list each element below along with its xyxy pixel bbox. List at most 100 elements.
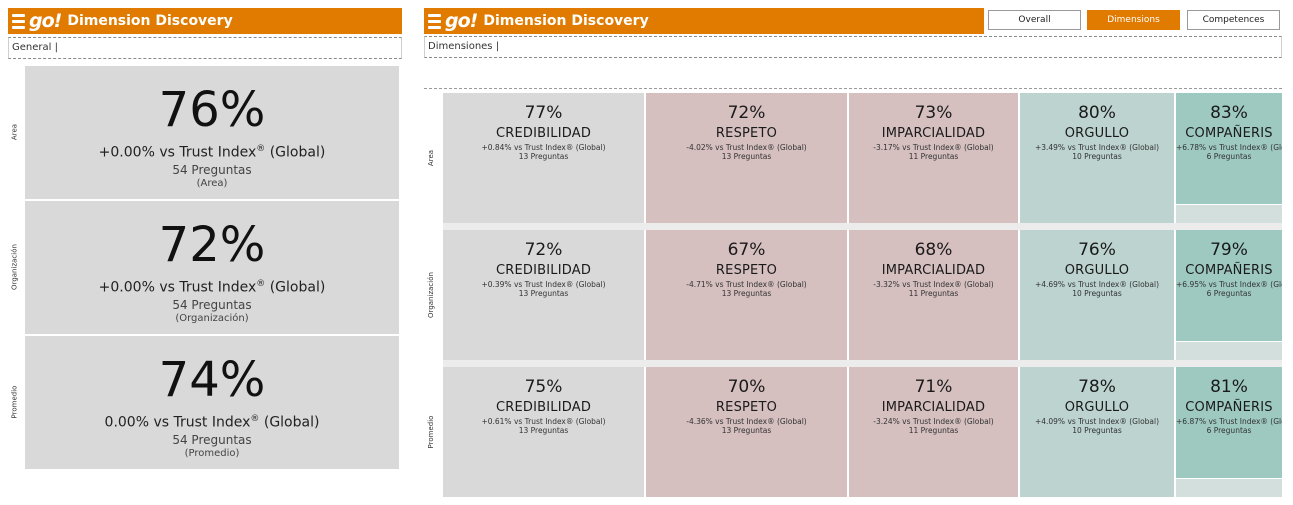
dimension-cell-companerismo[interactable]: 81% COMPAÑERIS +6.87% vs Trust Index® (G… [1176,367,1282,478]
dimension-percent: 78% [1078,377,1116,397]
dimension-percent: 76% [1078,240,1116,260]
dimension-vs: -4.71% vs Trust Index® (Global) [686,279,807,289]
dimension-vs: +3.49% vs Trust Index® (Global) [1034,142,1160,152]
dimension-percent: 75% [524,377,563,397]
dimension-questions: 13 Preguntas [721,425,772,435]
dimension-vs: +6.95% vs Trust Index® (Global) [1176,279,1282,289]
dimension-percent: 80% [1078,103,1116,123]
dimension-cell-orgullo[interactable]: 78% ORGULLO +4.09% vs Trust Index® (Glob… [1020,367,1174,497]
general-card-area[interactable]: 76% +0.00% vs Trust Index® (Global) 54 P… [25,66,399,199]
tab-competences[interactable]: Competences [1187,10,1280,30]
dimension-name: RESPETO [715,262,778,278]
general-vs-trust-index: +0.00% vs Trust Index® (Global) [98,144,326,161]
dimension-questions: 13 Preguntas [721,288,772,298]
companerismo-remainder [1176,205,1282,223]
dimension-cell-imparcialidad[interactable]: 73% IMPARCIALIDAD -3.17% vs Trust Index®… [849,93,1018,223]
tab-overall-label: Overall [1018,15,1051,25]
dimension-percent: 79% [1210,240,1248,260]
dimension-cell-credibilidad[interactable]: 77% CREDIBILIDAD +0.84% vs Trust Index® … [443,93,644,223]
dimension-questions: 10 Preguntas [1072,288,1122,298]
right-row-label-org-wrap: Organización [422,230,440,360]
dimension-name: ORGULLO [1064,399,1130,415]
dimensiones-filter-label: Dimensiones | [428,41,500,52]
page-title: Dimension Discovery [67,13,233,29]
tab-dimensions[interactable]: Dimensions [1087,10,1180,30]
dimension-name: CREDIBILIDAD [495,262,592,278]
dimension-questions: 11 Preguntas [908,288,959,298]
dimension-percent: 70% [727,377,766,397]
dimension-vs: +6.78% vs Trust Index® (Global) [1176,142,1282,152]
general-questions: 54 Preguntas [172,162,252,177]
dimension-vs: -4.02% vs Trust Index® (Global) [686,142,807,152]
general-filter[interactable]: General | [8,37,402,59]
dimensiones-filter[interactable]: Dimensiones | [424,36,1282,58]
tab-competences-label: Competences [1202,15,1265,25]
right-row-label: Area [427,149,435,167]
dimension-percent: 72% [524,240,563,260]
dimension-cell-respeto[interactable]: 67% RESPETO -4.71% vs Trust Index® (Glob… [646,230,847,360]
general-vs-trust-index: 0.00% vs Trust Index® (Global) [104,414,320,431]
dimension-cell-respeto[interactable]: 70% RESPETO -4.36% vs Trust Index® (Glob… [646,367,847,497]
dimension-cell-orgullo[interactable]: 76% ORGULLO +4.69% vs Trust Index® (Glob… [1020,230,1174,360]
dimension-questions: 11 Preguntas [908,151,959,161]
dimension-cell-credibilidad[interactable]: 75% CREDIBILIDAD +0.61% vs Trust Index® … [443,367,644,497]
row-separator [443,223,1282,230]
dimension-name: COMPAÑERIS [1185,125,1273,141]
right-header-bar: go! Dimension Discovery [424,8,984,34]
dimension-percent: 72% [727,103,766,123]
tab-overall[interactable]: Overall [988,10,1081,30]
dimension-name: CREDIBILIDAD [495,125,592,141]
dimension-vs: +0.84% vs Trust Index® (Global) [481,142,606,152]
dimension-percent: 81% [1210,377,1248,397]
general-card-promedio[interactable]: 74% 0.00% vs Trust Index® (Global) 54 Pr… [25,336,399,469]
dimension-cell-orgullo[interactable]: 80% ORGULLO +3.49% vs Trust Index® (Glob… [1020,93,1174,223]
dimension-cell-respeto[interactable]: 72% RESPETO -4.02% vs Trust Index® (Glob… [646,93,847,223]
dimension-cell-companerismo[interactable]: 83% COMPAÑERIS +6.78% vs Trust Index® (G… [1176,93,1282,204]
page-title: Dimension Discovery [483,13,649,29]
dimension-vs: +4.09% vs Trust Index® (Global) [1034,416,1160,426]
right-row-label-area-wrap: Area [422,93,440,223]
dimension-name: ORGULLO [1064,125,1130,141]
dimension-questions: 10 Preguntas [1072,425,1122,435]
left-row-label-area-wrap: Area [6,66,22,199]
general-scope: (Organización) [175,312,249,324]
general-card-organizacion[interactable]: 72% +0.00% vs Trust Index® (Global) 54 P… [25,201,399,334]
dimension-name: ORGULLO [1064,262,1130,278]
left-row-label: Organización [10,244,19,290]
right-row-label: Promedio [427,415,435,449]
dimension-name: IMPARCIALIDAD [881,125,986,141]
menu-lines-icon [428,13,441,29]
dimension-vs: +4.69% vs Trust Index® (Global) [1034,279,1160,289]
general-percent: 74% [158,352,266,408]
dimension-name: CREDIBILIDAD [495,399,592,415]
dimension-vs: +6.87% vs Trust Index® (Global) [1176,416,1282,426]
dimension-questions: 6 Preguntas [1206,151,1252,161]
dimension-questions: 13 Preguntas [518,425,569,435]
general-percent: 72% [158,217,266,273]
dimension-cell-credibilidad[interactable]: 72% CREDIBILIDAD +0.39% vs Trust Index® … [443,230,644,360]
dimension-cell-companerismo[interactable]: 79% COMPAÑERIS +6.95% vs Trust Index® (G… [1176,230,1282,341]
general-questions: 54 Preguntas [172,297,252,312]
dimension-percent: 71% [914,377,953,397]
right-row-label-prom-wrap: Promedio [422,367,440,497]
menu-lines-icon [12,13,25,29]
dimension-questions: 6 Preguntas [1206,425,1252,435]
dimension-cell-imparcialidad[interactable]: 71% IMPARCIALIDAD -3.24% vs Trust Index®… [849,367,1018,497]
dimension-name: IMPARCIALIDAD [881,262,986,278]
dimension-questions: 13 Preguntas [518,288,569,298]
dimension-questions: 13 Preguntas [518,151,569,161]
left-row-label-org-wrap: Organización [6,201,22,334]
go-logo: go! [445,9,478,32]
dimension-vs: +0.61% vs Trust Index® (Global) [481,416,606,426]
general-filter-label: General | [12,42,58,53]
general-percent: 76% [158,82,266,138]
left-row-label: Promedio [10,385,19,419]
dimension-name: COMPAÑERIS [1185,399,1273,415]
dimension-questions: 13 Preguntas [721,151,772,161]
companerismo-remainder [1176,342,1282,360]
general-scope: (Promedio) [184,447,240,459]
general-vs-trust-index: +0.00% vs Trust Index® (Global) [98,279,326,296]
dimension-vs: -3.17% vs Trust Index® (Global) [873,142,994,152]
dimension-percent: 68% [914,240,953,260]
dimension-cell-imparcialidad[interactable]: 68% IMPARCIALIDAD -3.32% vs Trust Index®… [849,230,1018,360]
